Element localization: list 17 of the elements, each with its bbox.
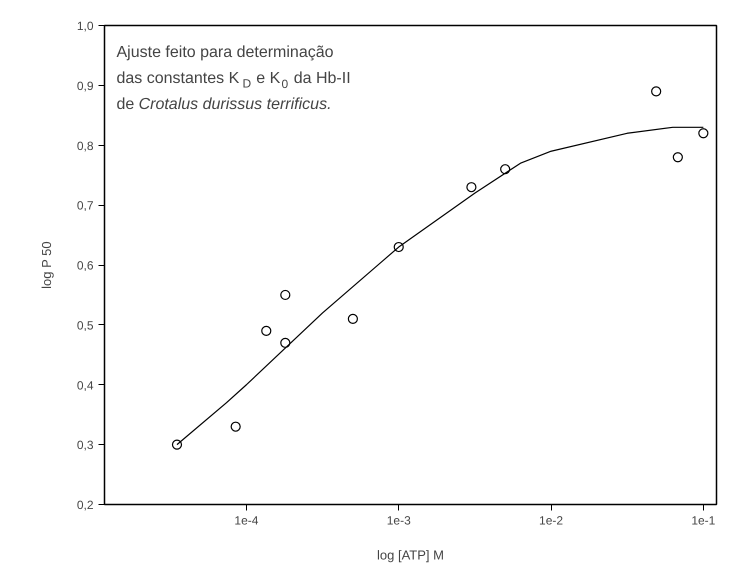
x-tick-label: 1e-1 [691,514,716,528]
y-tick-label: 0,6 [76,258,94,272]
y-tick-label: 0,5 [76,318,94,332]
y-tick-label: 0,9 [76,78,94,93]
x-tick-label: 1e-4 [234,514,259,528]
y-tick-label: 0,8 [76,138,94,153]
x-axis-title: log [ATP] M [377,548,444,562]
x-tick-label: 1e-2 [539,514,564,528]
y-tick-label: 0,3 [76,438,94,452]
annotation: de Crotalus durissus terrificus. [116,96,332,113]
annotation: Ajuste feito para determinação [116,44,334,61]
y-tick-label: 0,2 [76,498,94,512]
y-tick-label: 0,7 [76,198,94,213]
y-tick-label: 1,0 [76,19,94,33]
x-tick-label: 1e-3 [386,514,412,528]
y-tick-label: 0,4 [76,378,94,392]
y-axis-title: log P 50 [38,241,54,289]
